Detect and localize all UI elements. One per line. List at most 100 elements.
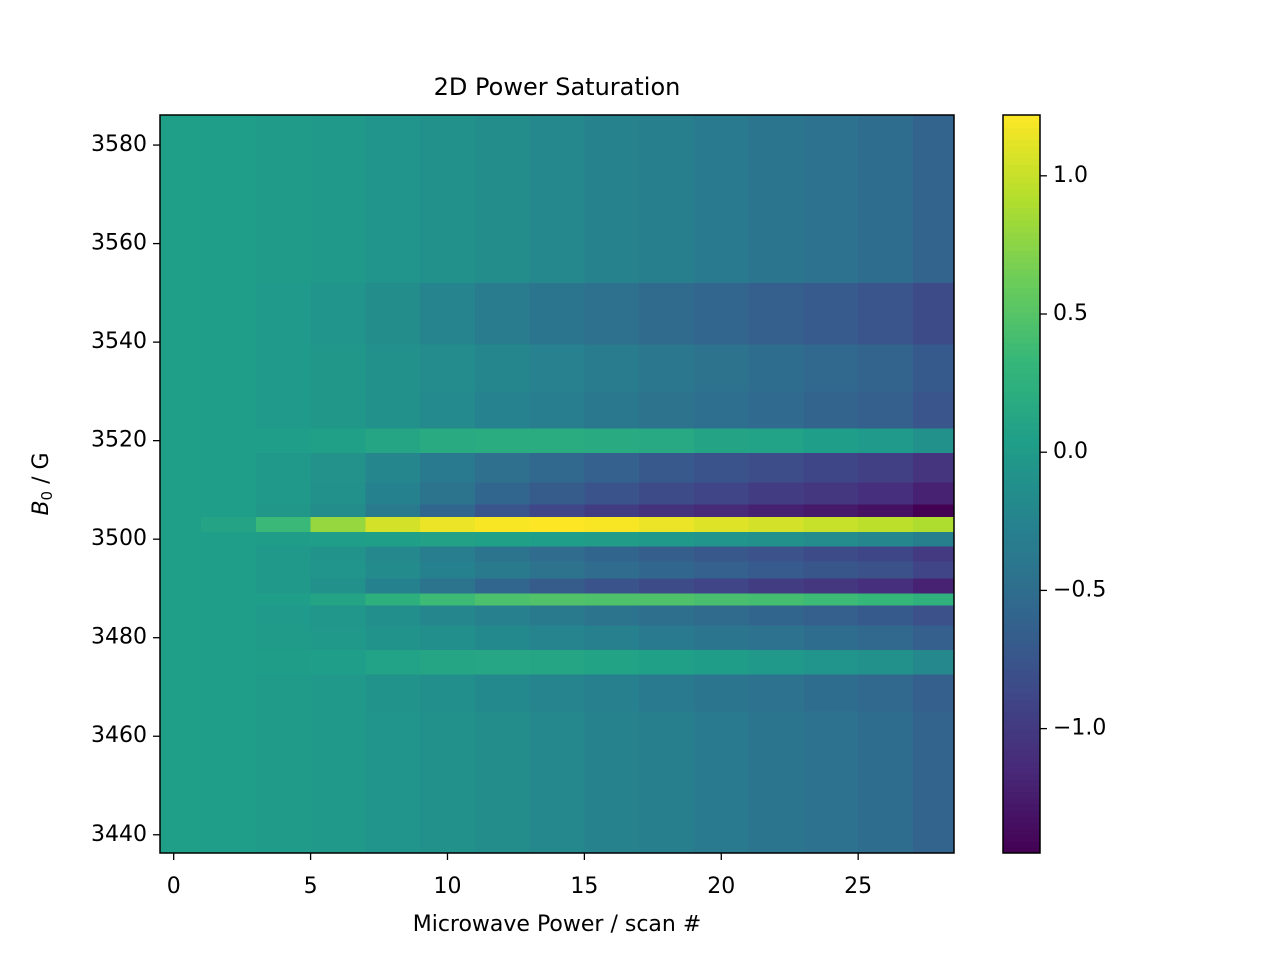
colorbar-segment bbox=[1003, 151, 1040, 159]
heatmap-cell bbox=[803, 561, 859, 580]
heatmap-cell bbox=[639, 546, 695, 562]
heatmap-cell bbox=[639, 452, 695, 484]
y-label-subscript: 0 bbox=[38, 491, 56, 501]
heatmap-cell bbox=[584, 482, 640, 506]
heatmap-cell bbox=[529, 194, 585, 284]
colorbar-segment bbox=[1003, 213, 1040, 221]
x-tick-label: 15 bbox=[570, 874, 598, 899]
colorbar-segment bbox=[1003, 121, 1040, 128]
heatmap-cell bbox=[912, 578, 954, 594]
heatmap-cell bbox=[693, 282, 750, 346]
heatmap-cell bbox=[748, 546, 804, 562]
heatmap-cell bbox=[748, 785, 804, 853]
plot-frame bbox=[159, 114, 955, 854]
heatmap-cell bbox=[529, 531, 585, 548]
heatmap-cell bbox=[420, 194, 476, 284]
heatmap-cell bbox=[474, 194, 531, 284]
heatmap-cell bbox=[310, 650, 366, 676]
heatmap-cell bbox=[160, 605, 202, 626]
heatmap-cell bbox=[912, 482, 954, 506]
x-axis-label: Microwave Power / scan # bbox=[413, 912, 702, 937]
colorbar-segment bbox=[1003, 785, 1040, 793]
colorbar-segment bbox=[1003, 582, 1040, 590]
heatmap-cell bbox=[310, 711, 366, 787]
heatmap-cell bbox=[255, 605, 312, 626]
heatmap-cell bbox=[639, 561, 695, 580]
heatmap-cell bbox=[693, 428, 750, 454]
colorbar-segment bbox=[1003, 373, 1040, 381]
heatmap-cell bbox=[365, 785, 421, 853]
heatmap-cell bbox=[639, 504, 695, 518]
heatmap-cell bbox=[584, 546, 640, 562]
heatmap-cell bbox=[310, 674, 366, 713]
colorbar-segment bbox=[1003, 250, 1040, 258]
heatmap-cell bbox=[529, 625, 585, 651]
heatmap-cell bbox=[160, 625, 202, 651]
heatmap-cell bbox=[201, 593, 257, 607]
colorbar-segment bbox=[1003, 686, 1040, 694]
heatmap-cell bbox=[693, 546, 750, 562]
heatmap-cell bbox=[201, 344, 257, 392]
heatmap-cell bbox=[420, 605, 476, 626]
colorbar-segment bbox=[1003, 397, 1040, 405]
heatmap-cell bbox=[310, 625, 366, 651]
colorbar-segment bbox=[1003, 613, 1040, 620]
heatmap-cell bbox=[255, 674, 312, 713]
y-tick-label: 3500 bbox=[91, 526, 147, 551]
colorbar-segment bbox=[1003, 440, 1040, 448]
heatmap-cell bbox=[365, 531, 421, 548]
heatmap-cell bbox=[255, 546, 312, 562]
heatmap-cell bbox=[912, 452, 954, 484]
colorbar-segment bbox=[1003, 822, 1040, 829]
colorbar-segment bbox=[1003, 631, 1040, 639]
heatmap-cell bbox=[420, 674, 476, 713]
colorbar-segment bbox=[1003, 563, 1040, 571]
heatmap-cell bbox=[160, 115, 202, 195]
colorbar-segment bbox=[1003, 766, 1040, 774]
heatmap-cell bbox=[201, 546, 257, 562]
colorbar-segment bbox=[1003, 600, 1040, 608]
colorbar-segment bbox=[1003, 748, 1040, 756]
heatmap-cell bbox=[255, 504, 312, 518]
colorbar-segment bbox=[1003, 145, 1040, 153]
heatmap-cell bbox=[310, 391, 366, 429]
heatmap-cell bbox=[639, 115, 695, 195]
colorbar bbox=[1003, 115, 1040, 854]
heatmap-cell bbox=[474, 115, 531, 195]
heatmap-cell bbox=[584, 194, 640, 284]
heatmap-cell bbox=[474, 344, 531, 392]
heatmap-cell bbox=[803, 546, 859, 562]
heatmap-cell bbox=[365, 674, 421, 713]
heatmap-cell bbox=[748, 194, 804, 284]
colorbar-segment bbox=[1003, 693, 1040, 700]
heatmap-cell bbox=[310, 546, 366, 562]
colorbar-segment bbox=[1003, 840, 1040, 848]
heatmap-cell bbox=[365, 546, 421, 562]
y-label-unit: / G bbox=[29, 452, 54, 490]
heatmap-cell bbox=[858, 711, 914, 787]
y-tick-label: 3520 bbox=[91, 428, 147, 453]
colorbar-segment bbox=[1003, 730, 1040, 737]
heatmap-cell bbox=[858, 115, 914, 195]
colorbar-segment bbox=[1003, 410, 1040, 417]
heatmap-cell bbox=[803, 391, 859, 429]
heatmap-cell bbox=[529, 711, 585, 787]
heatmap-cell bbox=[584, 531, 640, 548]
heatmap-cell bbox=[803, 282, 859, 346]
heatmap-cell bbox=[420, 482, 476, 506]
colorbar-segment bbox=[1003, 324, 1040, 331]
colorbar-segment bbox=[1003, 367, 1040, 374]
colorbar-segment bbox=[1003, 268, 1040, 276]
heatmap-cell bbox=[255, 785, 312, 853]
heatmap-cell bbox=[255, 593, 312, 607]
colorbar-segment bbox=[1003, 299, 1040, 307]
heatmap-cell bbox=[803, 531, 859, 548]
colorbar-segment bbox=[1003, 539, 1040, 547]
heatmap-cell bbox=[858, 531, 914, 548]
colorbar-segment bbox=[1003, 158, 1040, 165]
heatmap-cell bbox=[310, 194, 366, 284]
colorbar-segment bbox=[1003, 594, 1040, 602]
colorbar-segment bbox=[1003, 361, 1040, 368]
heatmap-cell bbox=[474, 482, 531, 506]
x-tick-label: 20 bbox=[707, 874, 735, 899]
